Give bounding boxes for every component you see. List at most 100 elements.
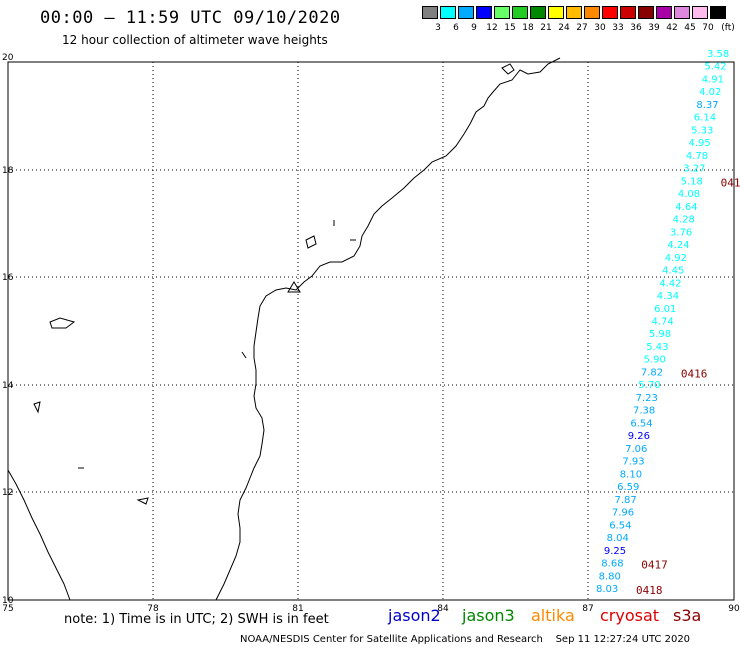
legend-label: 30 xyxy=(594,23,606,33)
island-5 xyxy=(33,401,41,414)
wave-height-label: 9.26 xyxy=(628,431,650,442)
wave-height-label: 3.58 xyxy=(707,49,729,60)
wave-height-label: 4.28 xyxy=(673,215,695,226)
wave-height-label: 8.68 xyxy=(601,559,623,570)
wave-height-label: 6.54 xyxy=(609,520,631,531)
legend-label: 6 xyxy=(453,23,459,33)
wave-height-label: 7.06 xyxy=(625,444,647,455)
legend-label: 39 xyxy=(648,23,660,33)
legend-swatch xyxy=(674,6,690,19)
legend-label: 18 xyxy=(522,23,534,33)
legend-swatch xyxy=(422,6,438,19)
legend-label: 70 xyxy=(702,23,714,33)
lat-lon-grid xyxy=(8,62,734,600)
lat-tick-label: 18 xyxy=(2,166,14,176)
wave-height-label: 4.24 xyxy=(667,240,689,251)
lon-tick-label: 87 xyxy=(582,604,593,614)
island-3 xyxy=(287,281,301,293)
wave-height-label: 7.87 xyxy=(615,495,637,506)
wave-height-label: 5.42 xyxy=(704,62,726,73)
pass-number-label: 0417 xyxy=(641,559,668,572)
wave-height-label: 8.03 xyxy=(596,584,618,595)
legend-label: 45 xyxy=(684,23,696,33)
wave-height-label: 5.90 xyxy=(644,355,666,366)
axis-tick-labels: 75 78 81 84 87 90 20 18 16 14 12 10 xyxy=(2,53,740,614)
pass-number-label: 0416 xyxy=(681,368,708,381)
legend-label: 21 xyxy=(540,23,552,33)
wave-height-label: 5.43 xyxy=(646,342,668,353)
wave-height-label: 4.42 xyxy=(659,278,681,289)
wave-height-label: 6.14 xyxy=(694,113,716,124)
satellite-name: altika xyxy=(531,606,575,625)
lon-tick-label: 90 xyxy=(728,604,740,614)
legend-swatch xyxy=(530,6,546,19)
island-2 xyxy=(305,235,317,249)
island-6 xyxy=(136,497,149,505)
map-title: 00:00 – 11:59 UTC 09/10/2020 xyxy=(40,8,341,28)
legend-label: 27 xyxy=(576,23,588,33)
wave-height-label: 5.18 xyxy=(681,176,703,187)
pass-labels: 0416 0416 0417 0418 xyxy=(636,176,740,597)
legend-swatch xyxy=(566,6,582,19)
coastline xyxy=(7,57,561,601)
legend-label: 42 xyxy=(666,23,678,33)
wave-height-label: 7.38 xyxy=(633,406,655,417)
legend-swatch xyxy=(458,6,474,19)
wave-height-label: 4.91 xyxy=(702,75,724,86)
wave-height-label: 4.08 xyxy=(678,189,700,200)
wave-height-label: 5.98 xyxy=(649,329,671,340)
wave-height-label: 6.01 xyxy=(654,304,676,315)
legend-swatch xyxy=(656,6,672,19)
lat-tick-label: 12 xyxy=(2,488,13,498)
wave-height-label: 4.34 xyxy=(657,291,679,302)
island-7 xyxy=(241,351,247,359)
pass-number-label: 0416 xyxy=(721,176,740,189)
coastline-india-east xyxy=(215,57,561,601)
satellite-name: s3a xyxy=(673,606,702,625)
lon-tick-label: 81 xyxy=(292,604,303,614)
coastline-sri-lanka-tip xyxy=(7,469,71,601)
legend-swatch xyxy=(440,6,456,19)
wave-height-label: 8.04 xyxy=(607,533,629,544)
map-subtitle: 12 hour collection of altimeter wave hei… xyxy=(62,33,328,47)
wave-height-track: 3.58 5.42 4.914.02 8.37 6.145.33 4.95 4.78 3.27… xyxy=(596,49,729,595)
island-1 xyxy=(501,63,515,75)
legend-swatch xyxy=(638,6,654,19)
wave-height-label: 6.59 xyxy=(617,482,639,493)
legend-swatch xyxy=(620,6,636,19)
wave-height-label: 4.74 xyxy=(652,317,674,328)
wave-height-label: 3.76 xyxy=(670,227,692,238)
lon-tick-label: 78 xyxy=(147,604,159,614)
legend-label: 36 xyxy=(630,23,642,33)
wave-height-label: 7.82 xyxy=(641,368,663,379)
lon-tick-label: 75 xyxy=(2,604,13,614)
legend-swatch xyxy=(692,6,708,19)
satellite-name: jason2 xyxy=(388,606,441,625)
legend-swatch xyxy=(584,6,600,19)
island-4 xyxy=(49,317,76,329)
wave-height-label: 4.78 xyxy=(686,151,708,162)
pass-number-label: 0418 xyxy=(636,584,663,597)
wave-height-label: 5.70 xyxy=(638,380,660,391)
map-frame xyxy=(7,61,735,601)
units-note: note: 1) Time is in UTC; 2) SWH is in fe… xyxy=(64,612,329,627)
lat-tick-label: 14 xyxy=(2,381,14,391)
wave-height-label: 8.80 xyxy=(599,571,621,582)
lon-tick-label: 84 xyxy=(437,604,449,614)
wave-height-label: 3.27 xyxy=(683,164,705,175)
wave-height-label: 5.33 xyxy=(691,125,713,136)
legend-swatch xyxy=(512,6,528,19)
wave-height-label: 4.95 xyxy=(689,138,711,149)
legend-swatch xyxy=(710,6,726,19)
wave-height-label: 4.45 xyxy=(662,266,684,277)
legend-swatch xyxy=(476,6,492,19)
credit-line: NOAA/NESDIS Center for Satellite Applica… xyxy=(240,634,691,645)
wave-height-label: 7.23 xyxy=(636,393,658,404)
wave-height-label: 8.37 xyxy=(696,100,718,111)
legend-label: 9 xyxy=(471,23,477,33)
legend-label: 24 xyxy=(558,23,570,33)
lat-tick-label: 16 xyxy=(2,273,14,283)
legend-label: 12 xyxy=(486,23,498,33)
